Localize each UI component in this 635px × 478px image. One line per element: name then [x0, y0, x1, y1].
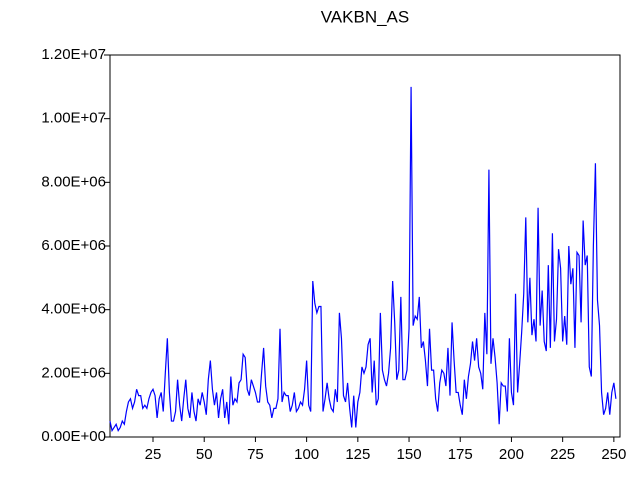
x-tick-label: 50: [196, 446, 213, 463]
x-tick-label: 225: [550, 446, 575, 463]
data-line: [109, 86, 617, 433]
x-tick-label: 100: [294, 446, 319, 463]
x-tick-label: 150: [397, 446, 422, 463]
x-tick-label: 125: [345, 446, 370, 463]
y-tick-label: 0.00E+00: [41, 428, 106, 445]
chart-title: VAKBN_AS: [321, 7, 410, 26]
y-tick-label: 2.00E+06: [41, 364, 106, 381]
x-tick-label: 175: [448, 446, 473, 463]
plot-frame: [109, 54, 621, 438]
y-tick-label: 4.00E+06: [41, 301, 106, 318]
y-tick-label: 6.00E+06: [41, 237, 106, 254]
x-tick-label: 75: [247, 446, 264, 463]
x-tick-label: 200: [499, 446, 524, 463]
y-tick-label: 8.00E+06: [41, 173, 106, 190]
y-tick-label: 1.20E+07: [41, 46, 106, 63]
x-tick-label: 250: [601, 446, 626, 463]
x-tick-label: 25: [145, 446, 162, 463]
y-tick-label: 1.00E+07: [41, 110, 106, 127]
